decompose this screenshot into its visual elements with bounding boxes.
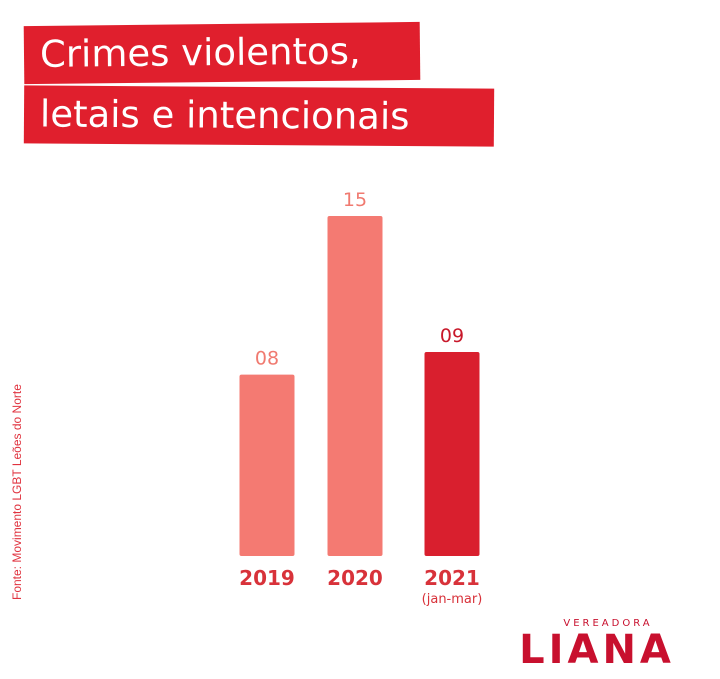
source-note: Fonte: Movimento LGBT Leões do Norte <box>10 384 24 600</box>
brand-name: LIANA <box>519 627 675 673</box>
brand-subtitle: VEREADORA <box>563 618 653 629</box>
category-label-2020: 2020 <box>327 566 383 590</box>
value-label-2019: 08 <box>255 348 279 370</box>
category-label-2021: 2021 <box>424 566 480 590</box>
category-label-2019: 2019 <box>239 566 295 590</box>
bar-2019 <box>239 374 295 556</box>
bar-2021 <box>424 352 480 556</box>
bar-2020 <box>327 216 383 556</box>
category-sublabel-2021: (jan-mar) <box>422 592 483 607</box>
value-label-2021: 09 <box>440 325 464 347</box>
brand-logo: VEREADORA LIANA <box>512 618 682 671</box>
value-label-2020: 15 <box>343 189 367 211</box>
